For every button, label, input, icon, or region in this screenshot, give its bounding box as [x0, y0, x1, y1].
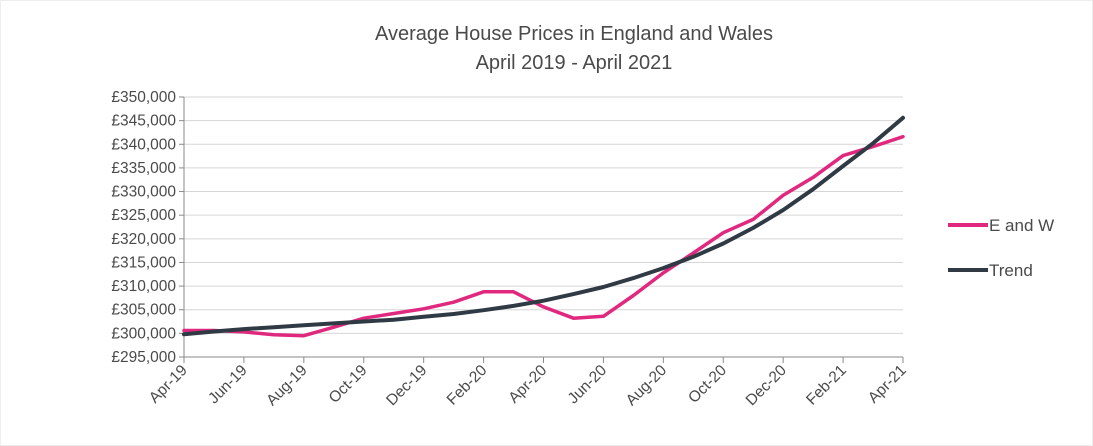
- legend: E and W Trend: [948, 216, 1054, 280]
- x-tick-label: Dec-20: [743, 362, 791, 410]
- chart-subtitle: April 2019 - April 2021: [476, 52, 673, 74]
- y-tick-label: £305,000: [111, 302, 176, 319]
- y-tick-label: £300,000: [111, 325, 176, 342]
- x-tick-label: Oct-20: [685, 362, 730, 407]
- y-tick-label: £295,000: [111, 349, 176, 366]
- legend-label-trend: Trend: [989, 261, 1033, 280]
- x-tick-label: Feb-20: [444, 362, 491, 409]
- x-axis-ticks: Apr-19 Jun-19 Aug-19 Oct-19 Dec-19 Feb-20 Apr-…: [146, 357, 910, 409]
- x-tick-label: Jun-19: [205, 362, 251, 408]
- series-line-e-and-w: [182, 134, 905, 338]
- x-tick-label: Aug-19: [263, 362, 310, 409]
- x-tick-label: Aug-20: [623, 362, 671, 410]
- legend-label-e-and-w: E and W: [989, 216, 1054, 235]
- x-tick-label: Apr-20: [505, 362, 550, 407]
- series-lines: [182, 115, 905, 338]
- y-tick-label: £350,000: [111, 89, 176, 106]
- x-tick-label: Jun-20: [565, 362, 611, 408]
- y-tick-label: £335,000: [111, 160, 176, 177]
- x-tick-label: Feb-21: [803, 362, 850, 409]
- series-line-trend: [182, 115, 905, 337]
- y-tick-label: £310,000: [111, 278, 176, 295]
- gridlines: [184, 96, 903, 334]
- x-tick-label: Dec-19: [383, 362, 430, 409]
- y-tick-label: £345,000: [111, 113, 176, 130]
- y-tick-label: £340,000: [111, 136, 176, 153]
- y-axis-ticks: £350,000 £345,000 £340,000 £335,000 £330,000…: [111, 89, 184, 366]
- y-tick-label: £315,000: [111, 254, 176, 271]
- y-tick-label: £325,000: [111, 207, 176, 224]
- y-tick-label: £320,000: [111, 231, 176, 248]
- x-tick-label: Apr-21: [865, 362, 910, 407]
- chart-title: Average House Prices in England and Wale…: [375, 23, 773, 45]
- axes: [183, 97, 903, 358]
- y-tick-label: £330,000: [111, 184, 176, 201]
- x-tick-label: Oct-19: [326, 362, 371, 407]
- x-tick-label: Apr-19: [146, 362, 191, 407]
